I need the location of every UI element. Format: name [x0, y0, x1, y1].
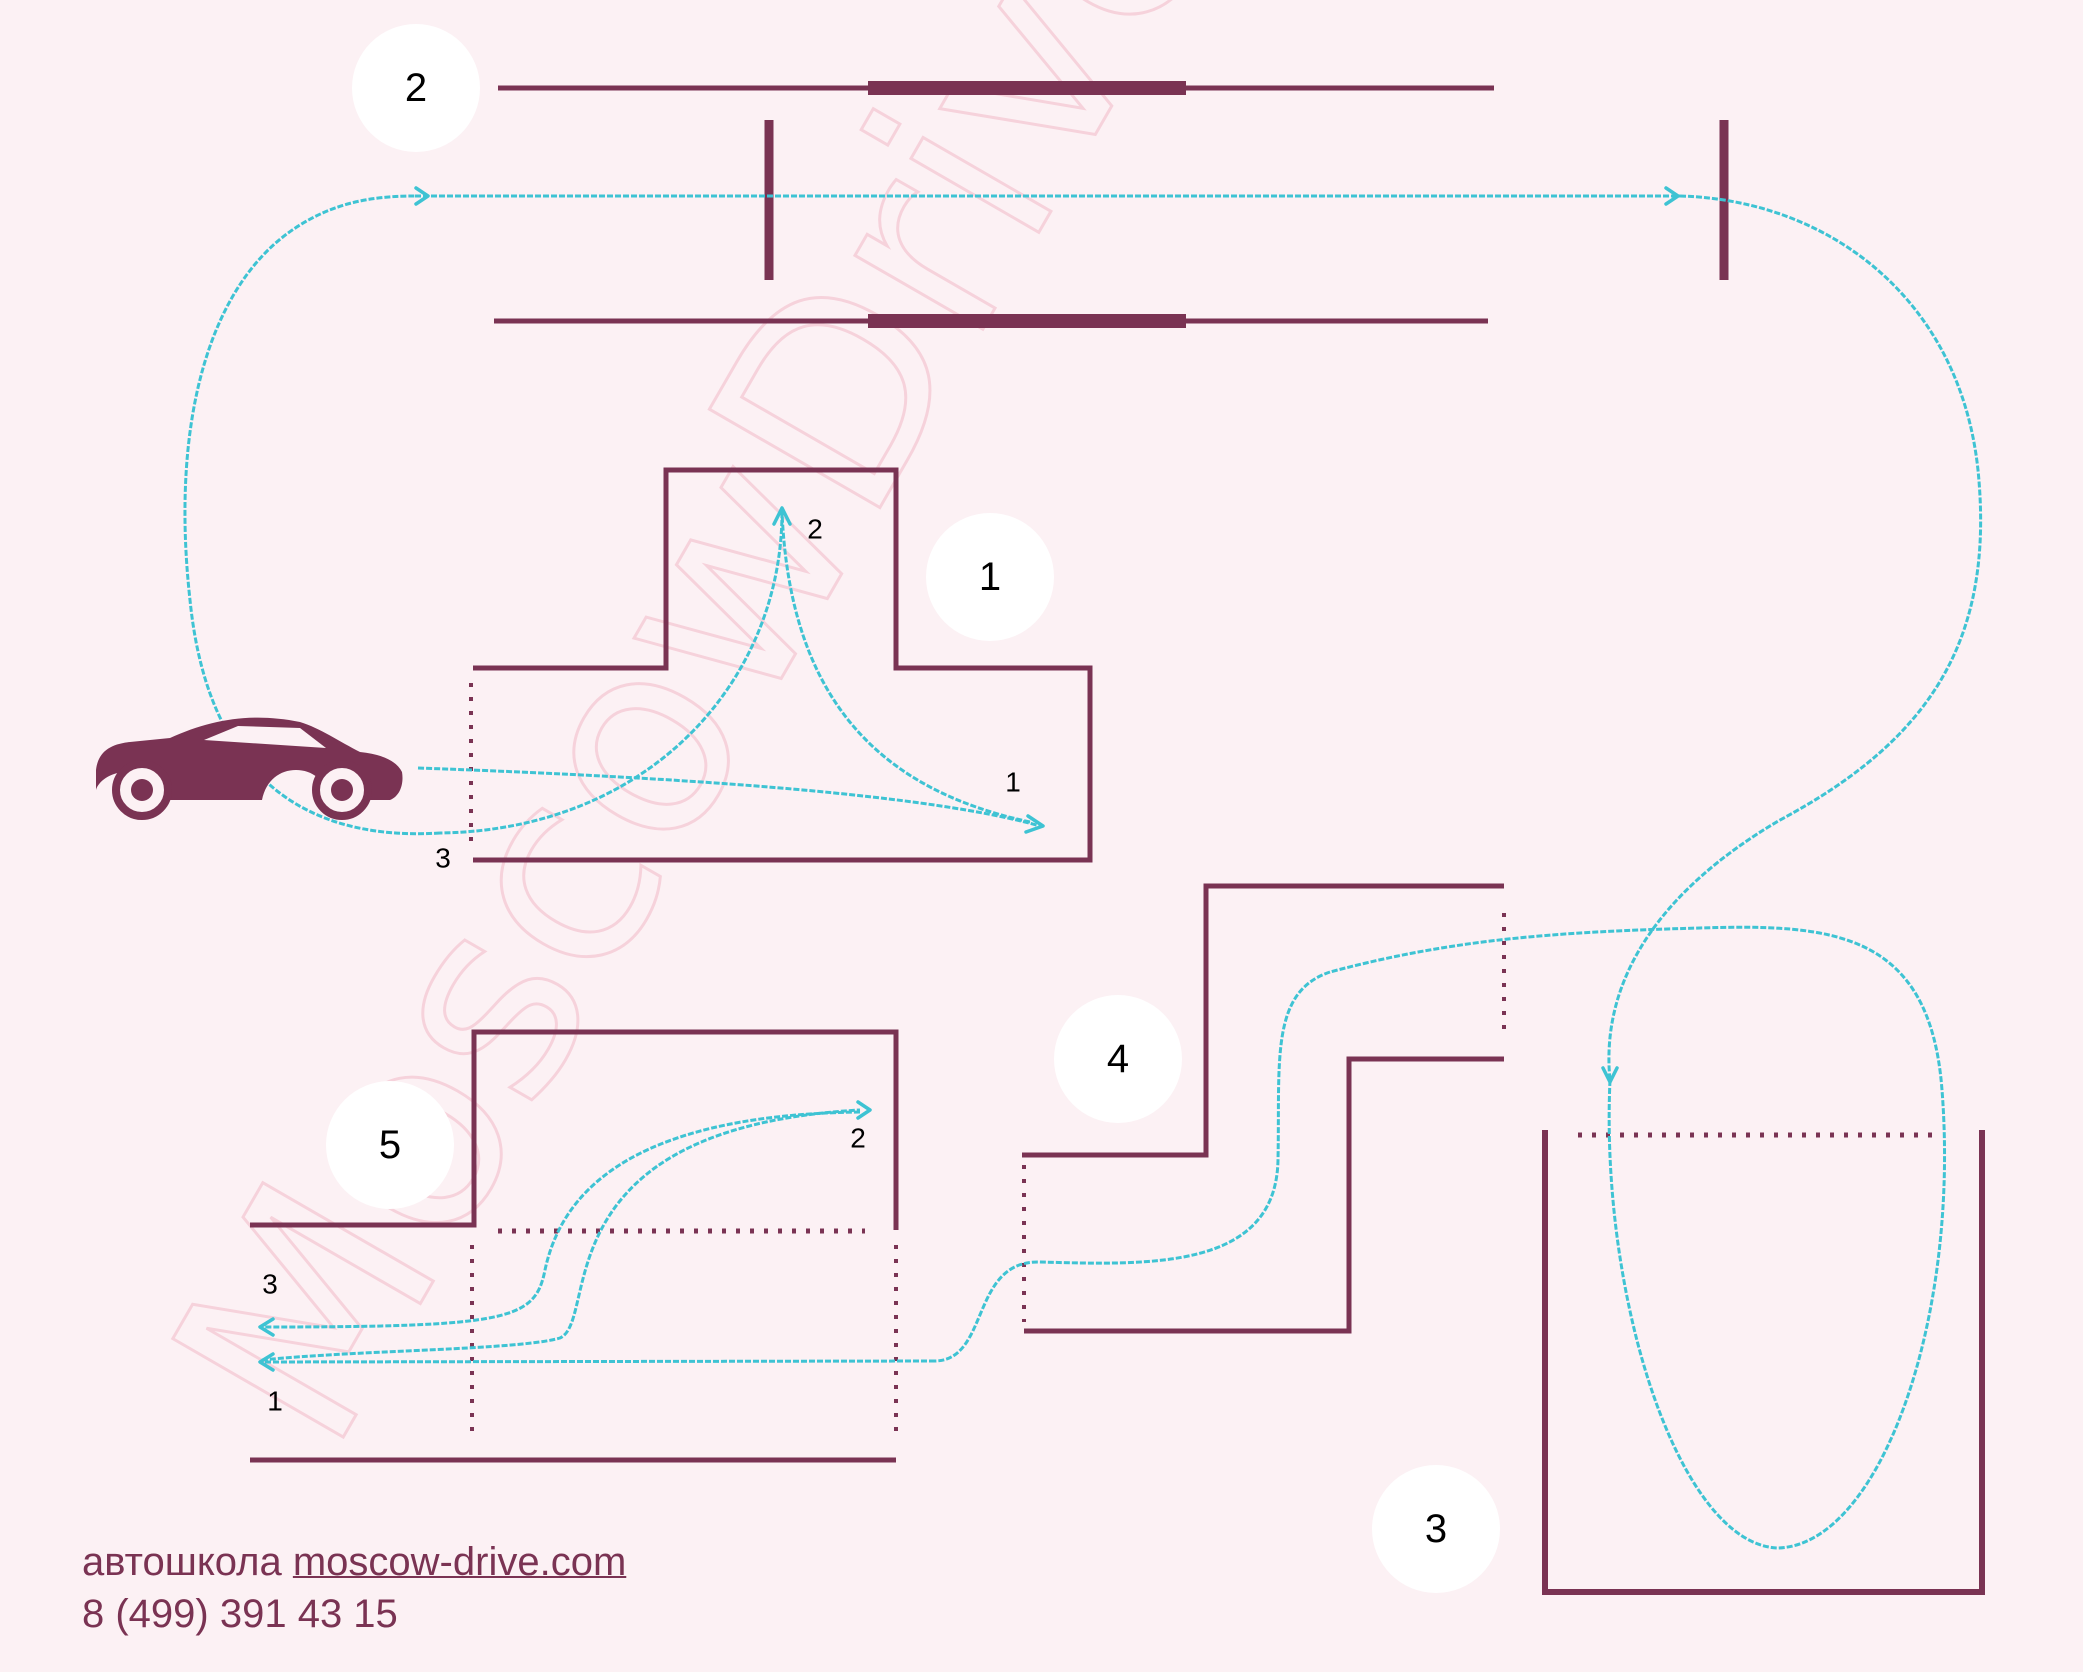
- route-lines: [183, 194, 1983, 1550]
- school-line: автошкола moscow-drive.com: [82, 1536, 626, 1588]
- site-link[interactable]: moscow-drive.com: [292, 1540, 627, 1584]
- ex5-route-label-3: 3: [262, 1269, 278, 1300]
- badge-exercise-1: 1: [926, 513, 1054, 641]
- exercise-4-s-curve: [1022, 883, 1506, 1334]
- ex5-route-label-1: 1: [267, 1386, 283, 1417]
- badge-exercise-3: 3: [1372, 1465, 1500, 1593]
- badge-exercise-4: 4: [1054, 995, 1182, 1123]
- svg-text:4: 4: [1107, 1037, 1129, 1081]
- exercise-5-parking: [250, 1029, 899, 1463]
- school-prefix: автошкола: [82, 1540, 282, 1584]
- ex1-route-label-2: 2: [807, 514, 823, 545]
- badge-exercise-2: 2: [352, 24, 480, 152]
- exercise-1-t-box: [469, 467, 1093, 863]
- badge-exercise-5: 5: [326, 1081, 454, 1209]
- footer: автошкола moscow-drive.com 8 (499) 391 4…: [82, 1536, 626, 1640]
- sports-car-icon: [96, 717, 403, 820]
- svg-text:2: 2: [405, 66, 427, 110]
- svg-text:3: 3: [1425, 1507, 1447, 1551]
- exercise-3-u-turn: [1542, 1130, 1985, 1595]
- route-arrows: [258, 186, 1680, 1372]
- ex1-route-label-1: 1: [1005, 767, 1021, 798]
- exercise-2-corridor: [494, 81, 1729, 328]
- svg-text:5: 5: [379, 1123, 401, 1167]
- svg-text:1: 1: [979, 555, 1001, 599]
- ex1-route-label-3: 3: [435, 843, 451, 874]
- phone-number: 8 (499) 391 43 15: [82, 1592, 398, 1636]
- ex5-route-label-2: 2: [850, 1123, 866, 1154]
